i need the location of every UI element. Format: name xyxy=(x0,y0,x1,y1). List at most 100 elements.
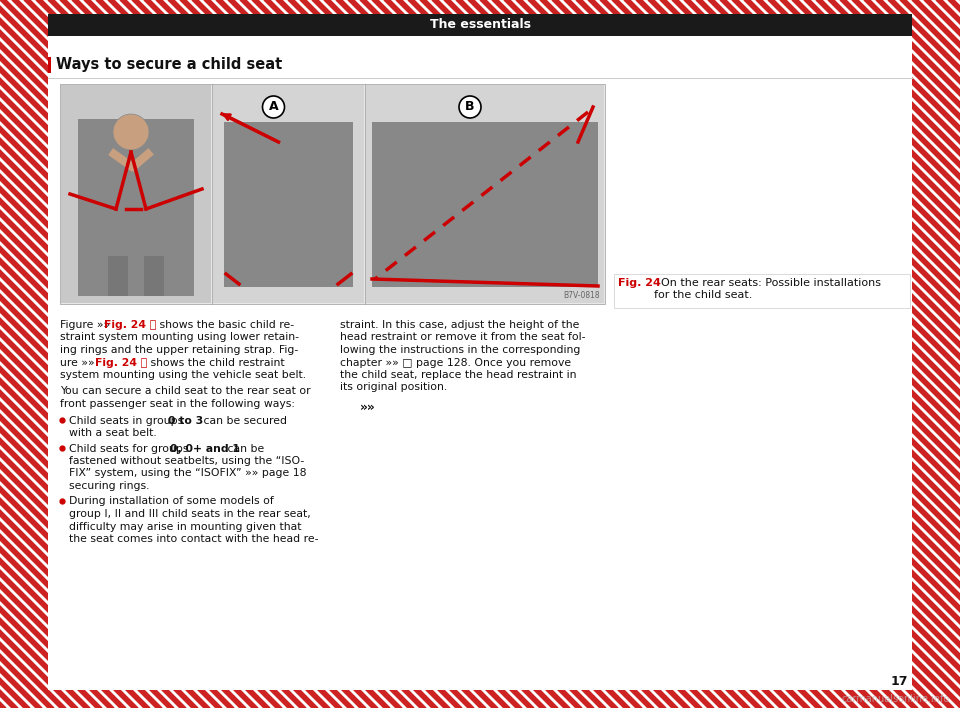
Polygon shape xyxy=(300,0,960,708)
Polygon shape xyxy=(0,0,474,708)
Polygon shape xyxy=(0,0,330,708)
Polygon shape xyxy=(420,0,960,708)
Text: for the child seat.: for the child seat. xyxy=(654,290,753,300)
Text: B7V-0818: B7V-0818 xyxy=(564,291,600,300)
Polygon shape xyxy=(0,0,18,708)
Text: Fig. 24 Ⓐ: Fig. 24 Ⓐ xyxy=(104,320,156,330)
Polygon shape xyxy=(384,0,960,708)
Text: its original position.: its original position. xyxy=(340,382,447,392)
Text: shows the basic child re-: shows the basic child re- xyxy=(156,320,294,330)
Polygon shape xyxy=(228,0,942,708)
Bar xyxy=(614,274,910,308)
Polygon shape xyxy=(0,0,210,708)
Text: Ways to secure a child seat: Ways to secure a child seat xyxy=(56,57,282,72)
Polygon shape xyxy=(276,0,960,708)
Polygon shape xyxy=(372,0,960,708)
Polygon shape xyxy=(0,0,390,708)
Text: securing rings.: securing rings. xyxy=(69,481,150,491)
Polygon shape xyxy=(0,0,558,708)
Polygon shape xyxy=(360,0,960,708)
Polygon shape xyxy=(792,0,960,708)
Polygon shape xyxy=(0,0,666,708)
Polygon shape xyxy=(0,0,126,708)
Polygon shape xyxy=(72,0,786,708)
Polygon shape xyxy=(660,0,960,708)
Polygon shape xyxy=(84,0,798,708)
Polygon shape xyxy=(0,0,690,708)
Text: You can secure a child seat to the rear seat or: You can secure a child seat to the rear … xyxy=(60,387,311,396)
Polygon shape xyxy=(564,0,960,708)
Polygon shape xyxy=(852,0,960,708)
Circle shape xyxy=(262,96,284,118)
Polygon shape xyxy=(144,0,858,708)
Circle shape xyxy=(113,114,149,150)
Polygon shape xyxy=(0,0,438,708)
Polygon shape xyxy=(0,0,606,708)
Polygon shape xyxy=(252,0,960,708)
Text: can be secured: can be secured xyxy=(200,416,287,426)
Polygon shape xyxy=(0,0,654,708)
Text: front passenger seat in the following ways:: front passenger seat in the following wa… xyxy=(60,399,295,409)
Polygon shape xyxy=(0,0,402,708)
Polygon shape xyxy=(0,0,426,708)
Polygon shape xyxy=(708,0,960,708)
Text: Figure »»: Figure »» xyxy=(60,320,113,330)
Polygon shape xyxy=(876,0,960,708)
Polygon shape xyxy=(0,0,486,708)
Polygon shape xyxy=(720,0,960,708)
Polygon shape xyxy=(0,0,594,708)
Polygon shape xyxy=(540,0,960,708)
Polygon shape xyxy=(588,0,960,708)
Polygon shape xyxy=(288,0,960,708)
Polygon shape xyxy=(0,0,198,708)
Polygon shape xyxy=(0,0,498,708)
Polygon shape xyxy=(0,0,702,708)
Bar xyxy=(366,85,604,303)
Text: »»: »» xyxy=(360,401,375,414)
Polygon shape xyxy=(0,0,186,708)
Bar xyxy=(224,122,353,287)
Polygon shape xyxy=(0,0,510,708)
Text: the child seat, replace the head restraint in: the child seat, replace the head restrai… xyxy=(340,370,577,380)
Polygon shape xyxy=(132,0,846,708)
Polygon shape xyxy=(0,0,630,708)
Polygon shape xyxy=(900,0,960,708)
Polygon shape xyxy=(240,0,954,708)
Text: FIX” system, using the “ISOFIX” »» page 18: FIX” system, using the “ISOFIX” »» page … xyxy=(69,469,306,479)
Text: can be: can be xyxy=(224,443,264,454)
Polygon shape xyxy=(108,0,822,708)
Polygon shape xyxy=(432,0,960,708)
Polygon shape xyxy=(0,0,174,708)
Text: lowing the instructions in the corresponding: lowing the instructions in the correspon… xyxy=(340,345,581,355)
Bar xyxy=(213,85,364,303)
Polygon shape xyxy=(456,0,960,708)
Polygon shape xyxy=(0,0,30,708)
Polygon shape xyxy=(948,0,960,708)
Text: the seat comes into contact with the head re-: the seat comes into contact with the hea… xyxy=(69,534,319,544)
Polygon shape xyxy=(804,0,960,708)
Polygon shape xyxy=(0,0,462,708)
Polygon shape xyxy=(0,0,678,708)
Polygon shape xyxy=(0,0,378,708)
Text: with a seat belt.: with a seat belt. xyxy=(69,428,156,438)
Polygon shape xyxy=(468,0,960,708)
Text: straint system mounting using lower retain-: straint system mounting using lower reta… xyxy=(60,333,299,343)
Text: carmanualsonline.info: carmanualsonline.info xyxy=(842,694,950,704)
Polygon shape xyxy=(492,0,960,708)
Polygon shape xyxy=(24,0,738,708)
Polygon shape xyxy=(192,0,906,708)
Polygon shape xyxy=(0,0,642,708)
Text: During installation of some models of: During installation of some models of xyxy=(69,496,274,506)
Polygon shape xyxy=(0,0,618,708)
Polygon shape xyxy=(0,0,366,708)
Polygon shape xyxy=(552,0,960,708)
Polygon shape xyxy=(156,0,870,708)
Text: chapter »» □ page 128. Once you remove: chapter »» □ page 128. Once you remove xyxy=(340,358,571,367)
Polygon shape xyxy=(768,0,960,708)
Text: A: A xyxy=(269,101,278,113)
Polygon shape xyxy=(0,0,570,708)
Polygon shape xyxy=(204,0,918,708)
Polygon shape xyxy=(0,0,162,708)
Circle shape xyxy=(459,96,481,118)
Polygon shape xyxy=(48,0,762,708)
